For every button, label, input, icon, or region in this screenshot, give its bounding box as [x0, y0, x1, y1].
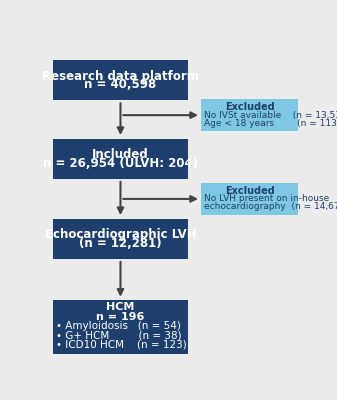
Text: Age < 18 years        (n = 113): Age < 18 years (n = 113) — [204, 119, 337, 128]
Text: n = 26,954 (ULVH: 204): n = 26,954 (ULVH: 204) — [43, 157, 198, 170]
Text: Excluded: Excluded — [225, 186, 275, 196]
Text: HCM: HCM — [106, 302, 135, 312]
Text: • G+ HCM         (n = 38): • G+ HCM (n = 38) — [57, 330, 182, 340]
Text: No LVH present on in-house: No LVH present on in-house — [204, 194, 329, 204]
Text: Research data platform: Research data platform — [42, 70, 199, 82]
Text: n = 196: n = 196 — [96, 312, 145, 322]
FancyBboxPatch shape — [53, 300, 188, 354]
Text: No IVSt available    (n = 13,531): No IVSt available (n = 13,531) — [204, 111, 337, 120]
FancyBboxPatch shape — [53, 219, 188, 259]
Text: Echocardiographic LVH: Echocardiographic LVH — [45, 228, 196, 241]
FancyBboxPatch shape — [53, 139, 188, 179]
Text: (n = 12,281): (n = 12,281) — [79, 237, 162, 250]
FancyBboxPatch shape — [202, 183, 298, 215]
Text: echocardiography  (n = 14,673): echocardiography (n = 14,673) — [204, 202, 337, 212]
FancyBboxPatch shape — [202, 99, 298, 131]
Text: Excluded: Excluded — [225, 102, 275, 112]
Text: • ICD10 HCM    (n = 123): • ICD10 HCM (n = 123) — [57, 340, 187, 350]
Text: n = 40,598: n = 40,598 — [84, 78, 157, 91]
Text: Included: Included — [92, 148, 149, 161]
FancyBboxPatch shape — [53, 60, 188, 100]
Text: • Amyloidosis   (n = 54): • Amyloidosis (n = 54) — [57, 321, 181, 331]
